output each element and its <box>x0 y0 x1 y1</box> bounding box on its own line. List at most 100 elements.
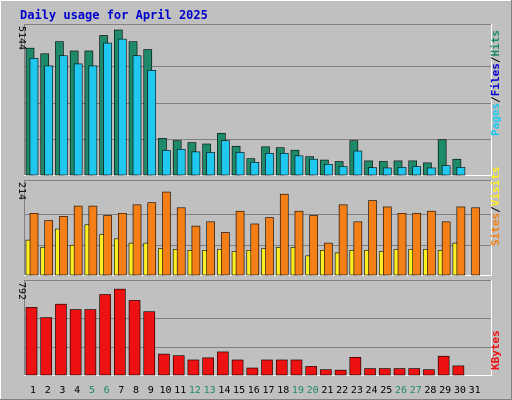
legend-part: Hits <box>489 30 502 57</box>
y-max-label: 5144 <box>16 26 27 50</box>
x-tick-label: 22 <box>336 385 348 396</box>
bar-kbytes <box>349 356 362 376</box>
bar-visits <box>29 213 39 276</box>
bar-files <box>456 167 466 176</box>
bar-visits <box>471 207 480 276</box>
x-tick-label: 17 <box>262 385 274 396</box>
x-tick-label: 26 <box>395 385 407 396</box>
x-tick-label: 12 <box>189 385 201 396</box>
bar-kbytes <box>69 309 82 376</box>
x-tick-label: 3 <box>59 385 65 396</box>
x-tick-label: 30 <box>454 385 466 396</box>
bar-files <box>427 167 436 176</box>
legend-part: Files <box>489 63 502 96</box>
bar-visits <box>235 210 245 276</box>
legend-part: / <box>489 56 502 63</box>
bar-kbytes <box>231 359 244 376</box>
bar-visits <box>59 216 68 276</box>
bar-visits <box>103 215 112 276</box>
bar-visits <box>368 200 377 276</box>
bar-kbytes <box>423 369 435 376</box>
x-tick-label: 13 <box>204 385 216 396</box>
x-tick-label: 10 <box>159 385 171 396</box>
bar-visits <box>191 225 201 276</box>
x-tick-label: 4 <box>74 385 80 396</box>
bar-visits <box>147 202 157 276</box>
series-legend-label: Pages/Files/Hits <box>489 30 502 136</box>
bar-files <box>397 167 407 176</box>
bar-files <box>191 151 201 176</box>
legend-part: Visits <box>489 167 502 207</box>
x-axis-labels: 1 2 3 4 5 6 7 8 9 10 11 12 13 14 15 16 17 18 19 20 21 22 23 24 2… <box>30 385 481 396</box>
bar-visits <box>88 205 98 276</box>
bar-files <box>176 149 186 176</box>
bar-kbytes <box>437 355 450 376</box>
bar-visits <box>73 205 83 276</box>
bar-kbytes <box>290 359 303 376</box>
legend-part: / <box>489 206 502 213</box>
x-tick-label: 28 <box>424 385 436 396</box>
bar-files <box>206 152 215 176</box>
bar-kbytes <box>305 366 317 376</box>
panel-bottom: 792 KBytes <box>16 280 502 376</box>
bar-kbytes <box>275 359 288 376</box>
bar-kbytes <box>99 294 111 376</box>
bar-visits <box>206 221 215 276</box>
bar-files <box>265 152 274 176</box>
bar-files <box>103 42 112 176</box>
bar-files <box>147 70 157 176</box>
bar-visits <box>309 215 318 276</box>
bar-visits <box>279 193 289 276</box>
bar-visits <box>294 210 304 276</box>
series-legend-label: Sites/Visits <box>489 167 502 247</box>
bar-files <box>73 63 83 176</box>
legend-part: KBytes <box>489 330 502 370</box>
bar-visits <box>441 221 451 276</box>
bar-files <box>44 65 54 176</box>
legend-part: / <box>489 96 502 103</box>
bar-kbytes <box>246 367 259 376</box>
bar-files <box>235 152 245 176</box>
x-tick-label: 31 <box>469 385 481 396</box>
bar-kbytes <box>378 368 391 376</box>
panel-top: 5144 Pages/Files/Hits <box>16 24 502 176</box>
bar-visits <box>118 213 127 276</box>
bar-visits <box>221 232 230 276</box>
bar-kbytes <box>334 369 347 376</box>
bar-kbytes <box>40 317 53 376</box>
bar-kbytes <box>187 359 200 376</box>
bar-kbytes <box>202 357 214 376</box>
bar-visits <box>456 206 466 276</box>
bar-visits <box>44 220 54 276</box>
series-legend-label: KBytes <box>489 330 502 370</box>
bar-files <box>382 167 392 176</box>
bar-kbytes <box>114 288 126 376</box>
bar-files <box>29 58 39 176</box>
x-tick-label: 16 <box>248 385 260 396</box>
x-tick-label: 27 <box>410 385 422 396</box>
bar-kbytes <box>452 365 465 376</box>
x-tick-label: 21 <box>321 385 333 396</box>
bar-kbytes <box>158 353 170 376</box>
bar-files <box>59 55 68 176</box>
bar-kbytes <box>128 300 141 376</box>
bar-kbytes <box>25 307 38 376</box>
bar-kbytes <box>364 368 376 376</box>
bar-files <box>88 65 98 176</box>
bar-visits <box>250 223 260 276</box>
legend-part: Sites <box>489 213 502 246</box>
chart-panels: 5144Pages/Files/Hits214Sites/Visits792KB… <box>16 24 502 376</box>
x-tick-label: 5 <box>89 385 95 396</box>
bar-files <box>250 162 260 176</box>
bar-visits <box>353 221 363 276</box>
bar-files <box>353 150 363 176</box>
bar-visits <box>265 217 274 276</box>
bar-files <box>221 140 230 176</box>
bar-files <box>162 150 171 176</box>
x-tick-label: 9 <box>148 385 154 396</box>
y-max-label: 792 <box>16 282 27 300</box>
x-tick-label: 18 <box>277 385 289 396</box>
bar-files <box>368 167 377 176</box>
bar-files <box>279 152 289 176</box>
